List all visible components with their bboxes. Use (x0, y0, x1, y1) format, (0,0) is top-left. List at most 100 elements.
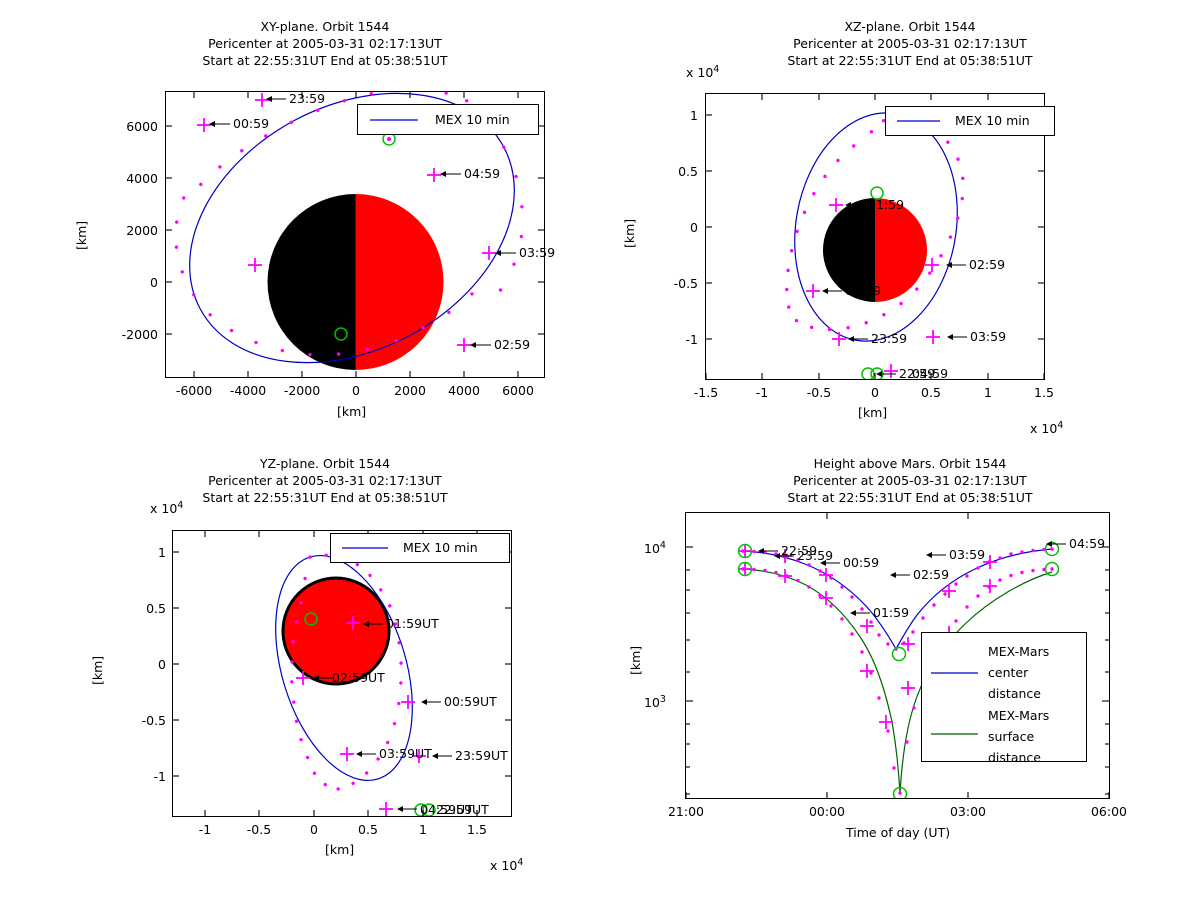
xz-xtick-4: 0.5 (921, 385, 941, 400)
xy-xtick-4: 2000 (394, 383, 426, 398)
yz-ytick-3: -0.5 (141, 713, 166, 728)
height-legend-label-0: MEX-Mars (988, 644, 1050, 659)
panel-yz-plane: YZ-plane. Orbit 1544 Pericenter at 2005-… (0, 450, 600, 900)
xz-title-line1: XZ-plane. Orbit 1544 (844, 19, 976, 34)
height-plot-svg (685, 512, 1110, 799)
height-title-line1: Height above Mars. Orbit 1544 (813, 456, 1007, 471)
xy-title-line3: Start at 22:55:31UT End at 05:38:51UT (202, 53, 448, 68)
yz-yexp-base: x 10 (150, 501, 178, 517)
xy-xtick-0: -6000 (175, 383, 213, 398)
xz-ytick-3: -0.5 (673, 276, 698, 291)
yz-title-line1: YZ-plane. Orbit 1544 (259, 456, 391, 471)
mex-hour-markers-xy (197, 93, 496, 352)
height-annotation-2259: 22:59 (781, 543, 818, 558)
yz-xexp-base: x 10 (490, 858, 518, 874)
yz-annotation-0359: 03:59UT (379, 746, 432, 761)
xy-yaxis-label: [km] (74, 220, 89, 250)
xy-ytick-1: 4000 (126, 171, 158, 186)
height-annotation-0159: 01:59 (873, 605, 910, 620)
yz-yaxis-exponent: x 104 (150, 500, 183, 516)
panel-xz-plane: XZ-plane. Orbit 1544 Pericenter at 2005-… (600, 0, 1200, 450)
xz-title-line3: Start at 22:55:31UT End at 05:38:51UT (787, 53, 1033, 68)
height-annotation-arrows (758, 541, 1066, 616)
yz-annotation-0259: 02:59UT (332, 670, 385, 685)
yz-title-line3: Start at 22:55:31UT End at 05:38:51UT (202, 490, 448, 505)
annotation-arrows-xz (822, 202, 967, 377)
xz-xtick-3: 0 (871, 385, 879, 400)
xy-xtick-6: 6000 (502, 383, 534, 398)
yz-plot-svg (172, 530, 512, 817)
yz-annotation-0059: 00:59UT (444, 694, 497, 709)
xy-ytick-4: -2000 (121, 327, 158, 342)
yz-xtick-3: 0.5 (358, 822, 378, 837)
xz-xexp-base: x 10 (1030, 421, 1058, 437)
height-legend-label-3: MEX-Mars (988, 708, 1050, 723)
height-ytick-0-power: 4 (659, 540, 666, 551)
mars-day-hemisphere-xz (875, 198, 927, 302)
xz-annotation-0059: 00:59 (845, 283, 882, 298)
xz-xexp-power: 4 (1057, 420, 1064, 431)
height-legend-label-1: center (988, 665, 1029, 680)
yz-xexp-power: 4 (517, 857, 524, 868)
xy-title-line1: XY-plane. Orbit 1544 (260, 19, 390, 34)
xy-axis-ticks (165, 91, 545, 378)
height-annotation-0459: 04:59 (1069, 536, 1106, 551)
xz-title-line2: Pericenter at 2005-03-31 02:17:13UT (793, 36, 1027, 51)
mex-10min-markers-xy (174, 92, 524, 357)
height-xtick-0: 21:00 (667, 804, 705, 819)
yz-yexp-power: 4 (177, 500, 184, 511)
xz-annotation-0259: 02:59 (969, 257, 1006, 272)
xy-annotation-0259: 02:59 (494, 337, 531, 352)
yz-legend-label-0: MEX 10 min (403, 540, 478, 555)
xy-annotation-2359: 23:59 (289, 91, 326, 106)
xy-annotation-0459: 04:59 (464, 166, 501, 181)
height-ytick-1-base: 10 (644, 695, 660, 711)
mex-hour-markers-xz (806, 198, 940, 378)
height-annotation-2359: 23:59 (797, 548, 834, 563)
xy-xtick-3: 0 (352, 383, 360, 398)
height-xaxis-label: Time of day (UT) (846, 825, 951, 840)
surface-distance-markers (741, 567, 1054, 795)
height-ytick-0: 104 (644, 540, 666, 556)
xy-annotation-0059: 00:59 (233, 116, 270, 131)
xz-legend-label-0: MEX 10 min (955, 113, 1030, 128)
height-legend-box[interactable] (921, 632, 1087, 762)
surface-distance-curve (742, 568, 1053, 794)
yz-xtick-4: 1 (419, 822, 427, 837)
yz-ytick-4: -1 (153, 769, 166, 784)
yz-xaxis-exponent: x 104 (490, 857, 523, 873)
xz-annotation-2259: 22:59 (899, 366, 936, 381)
mex-10min-markers-yz (290, 553, 403, 791)
xz-xtick-6: 1.5 (1034, 385, 1054, 400)
mars-night-hemisphere-xz (823, 198, 875, 302)
yz-ytick-1: 0.5 (146, 601, 166, 616)
endpoint-dot-markers-xy (387, 137, 391, 141)
xy-plot-svg (165, 91, 545, 378)
xz-yaxis-exponent: x 104 (686, 64, 719, 80)
xy-annotation-0359: 03:59 (519, 245, 556, 260)
xy-ytick-3: 0 (150, 275, 158, 290)
height-yaxis-label: [km] (628, 645, 643, 675)
xy-xtick-2: -2000 (283, 383, 321, 398)
xz-xtick-0: -1.5 (693, 385, 719, 400)
yz-xtick-0: -1 (198, 822, 212, 837)
xz-ytick-2: 0 (690, 220, 698, 235)
panel-height-above-mars: Height above Mars. Orbit 1544 Pericenter… (600, 450, 1200, 900)
yz-xtick-2: 0 (310, 822, 318, 837)
yz-annotation-0159: 01:59UT (386, 616, 439, 631)
yz-annotation-2359: 23:59UT (455, 748, 508, 763)
xy-xtick-1: -4000 (229, 383, 267, 398)
panel-xy-plane: XY-plane. Orbit 1544 Pericenter at 2005-… (0, 0, 600, 450)
height-ytick-1-power: 3 (659, 694, 666, 705)
height-xtick-1: 00:00 (808, 804, 846, 819)
height-xtick-3: 06:00 (1090, 804, 1128, 819)
annotation-arrows-xy (209, 96, 516, 348)
xy-xtick-5: 4000 (448, 383, 480, 398)
yz-xtick-1: -0.5 (246, 822, 272, 837)
mex-10min-markers-xz (785, 112, 965, 332)
height-xtick-2: 03:00 (949, 804, 987, 819)
height-annotation-0059: 00:59 (843, 555, 880, 570)
yz-xaxis-label: [km] (325, 842, 355, 857)
xz-ytick-1: 0.5 (678, 164, 698, 179)
yz-annotation-0459: 04:59UT (420, 802, 473, 817)
